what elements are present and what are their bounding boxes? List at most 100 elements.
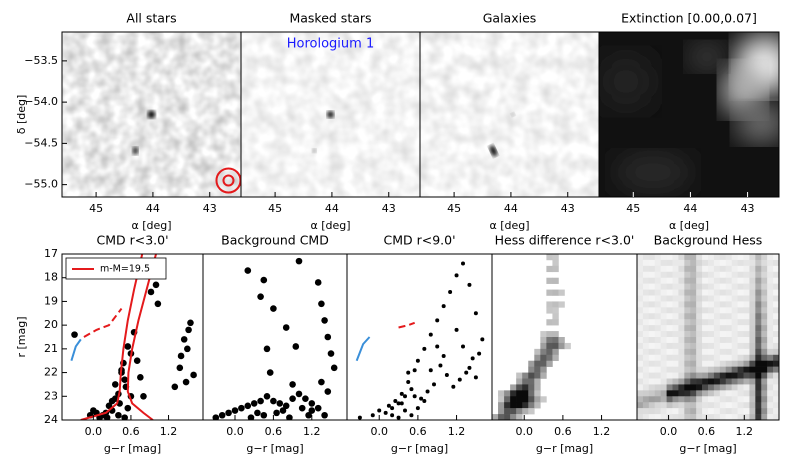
source-blob [511, 112, 516, 117]
panel: CMD r<9.0' 0.0 0.6 1.2g−r [mag] [346, 233, 493, 455]
y-axis-label: r [mag] [15, 316, 28, 357]
panel-title: All stars [126, 11, 176, 26]
source-blob [132, 146, 139, 155]
x-axis-label: g−r [mag] [679, 442, 736, 455]
x-tick-label: 0.6 [554, 425, 572, 438]
star-point [457, 377, 462, 382]
star-point [298, 404, 306, 412]
x-tick-label: 1.2 [736, 425, 754, 438]
star-point [190, 371, 197, 379]
star-point [390, 413, 395, 418]
star-point [441, 304, 446, 309]
star-point [305, 411, 312, 419]
star-point [473, 375, 478, 380]
x-tick-label: 0.6 [122, 425, 140, 438]
panel: Background CMD 0.0 0.6 1.2g−r [mag] [202, 233, 348, 455]
x-tick-label: 43 [382, 202, 396, 215]
star-point [185, 326, 192, 334]
star-point [124, 404, 132, 412]
star-point [432, 382, 436, 387]
annotation: Horologium 1 [287, 37, 374, 52]
star-point [247, 414, 255, 420]
star-point [260, 411, 268, 419]
star-point [105, 402, 113, 410]
isochrone-line [83, 307, 123, 338]
star-point [419, 396, 424, 401]
star-point [282, 324, 290, 331]
star-point [108, 397, 116, 405]
star-point [415, 406, 420, 411]
x-tick-label: 44 [683, 202, 697, 215]
star-point [415, 358, 420, 363]
x-tick-label: 0.0 [515, 425, 533, 438]
star-point [121, 414, 128, 420]
star-point [124, 343, 132, 350]
star-point [480, 337, 485, 342]
star-point [176, 364, 184, 372]
plot-area [212, 257, 338, 420]
star-point [396, 415, 401, 420]
star-point [428, 368, 433, 373]
x-tick-label: 43 [741, 202, 755, 215]
panel-title: Extinction [0.00,0.07] [621, 11, 757, 26]
star-point [330, 364, 338, 372]
star-point [393, 399, 398, 404]
x-tick-label: 43 [203, 202, 217, 215]
x-tick-label: 0.0 [85, 425, 103, 438]
star-point [428, 332, 433, 337]
panel-title: CMD r<3.0' [96, 233, 168, 248]
panel-frame [636, 253, 780, 421]
y-tick-label: 20 [44, 318, 58, 331]
y-tick-label: 21 [44, 342, 58, 355]
star-point [71, 331, 78, 338]
plot-area [241, 32, 420, 197]
star-point [295, 257, 303, 265]
isochrone-line [355, 336, 371, 362]
star-point [286, 414, 293, 420]
star-point [314, 279, 322, 286]
star-point [461, 261, 465, 266]
star-point [171, 383, 179, 391]
x-tick-label: 1.2 [160, 425, 178, 438]
star-point [270, 397, 277, 405]
y-tick-label: −54.0 [24, 95, 58, 108]
star-point [137, 374, 144, 381]
extinction-patch [613, 152, 693, 193]
star-point [182, 378, 190, 386]
star-point [425, 389, 430, 394]
panel: Background Hess 0.0 0.6 1.2g−r [mag] [636, 233, 780, 455]
panel-title: Masked stars [289, 11, 371, 26]
x-axis-label: α [deg] [131, 219, 171, 232]
x-axis-label: g−r [mag] [536, 442, 593, 455]
x-tick-label: 44 [325, 202, 339, 215]
x-tick-label: 0.6 [698, 425, 716, 438]
star-point [451, 384, 456, 389]
y-tick-label: 17 [44, 247, 58, 260]
x-axis-label: α [deg] [669, 219, 709, 232]
panel: Galaxies 45 44 43 α [deg] [419, 11, 600, 232]
y-tick-label: −55.0 [24, 178, 58, 191]
star-point [438, 363, 443, 368]
star-point [324, 333, 332, 341]
extinction-patch [599, 51, 656, 112]
star-point [377, 408, 382, 413]
star-point [154, 300, 162, 308]
x-tick-label: 1.2 [593, 425, 611, 438]
extinction-patch [721, 63, 765, 116]
star-point [321, 411, 328, 419]
x-tick-label: 0.0 [660, 425, 678, 438]
x-tick-label: 0.6 [265, 425, 283, 438]
star-point [403, 394, 407, 399]
plot-area [599, 32, 779, 197]
source-blob [489, 145, 498, 157]
plot-area [62, 32, 241, 197]
star-point [263, 345, 271, 353]
star-point [244, 267, 252, 274]
panel: Extinction [0.00,0.07] 45 44 43 α [deg] [598, 11, 780, 232]
star-point [327, 350, 335, 357]
y-tick-label: −54.5 [24, 136, 58, 149]
star-point [289, 381, 296, 388]
star-point [244, 402, 252, 410]
extinction-patch [687, 42, 727, 71]
